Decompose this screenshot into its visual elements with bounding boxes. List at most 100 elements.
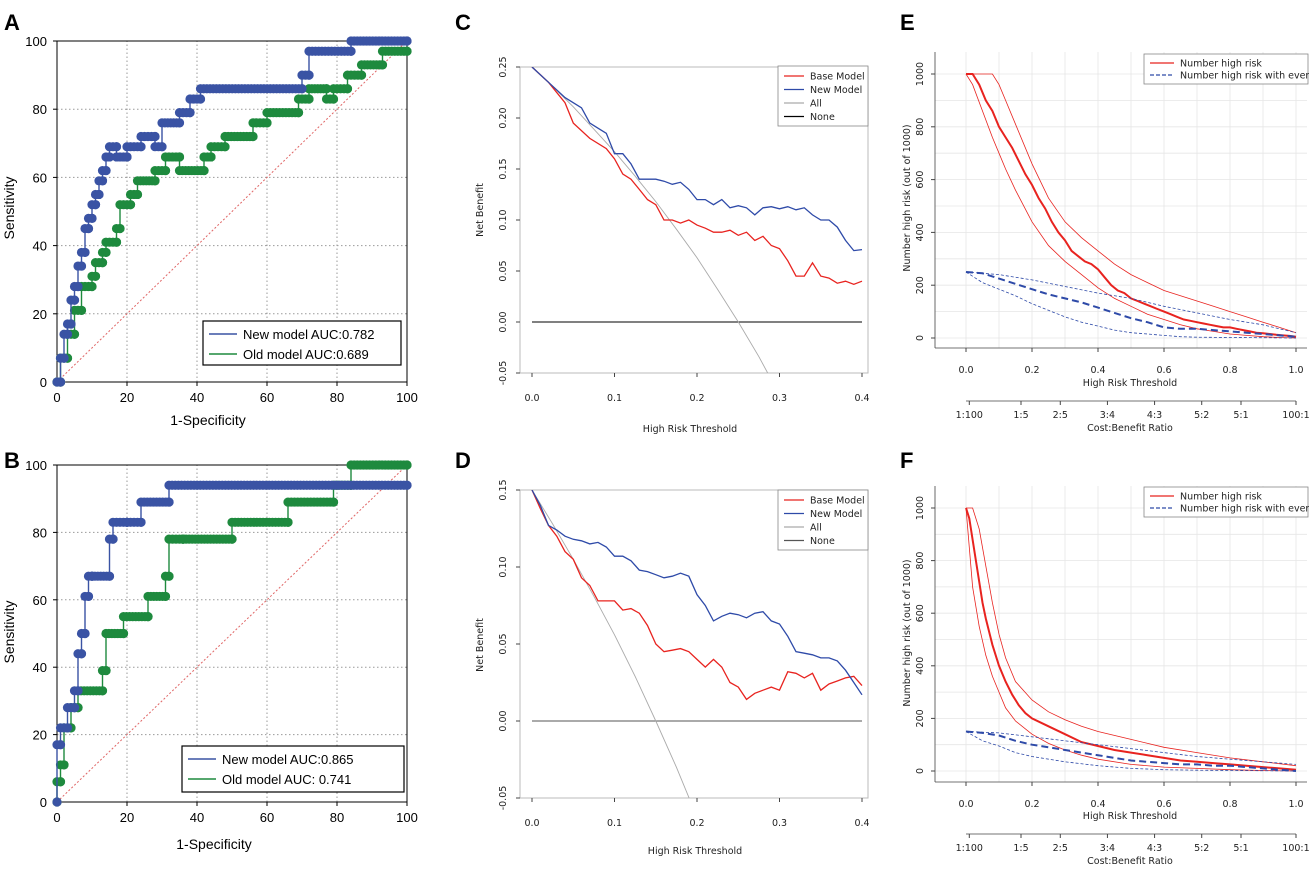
y-axis-label: Number high risk (out of 1000) bbox=[902, 124, 913, 271]
series-new-model bbox=[531, 490, 863, 696]
legend-label: Number high risk bbox=[1180, 492, 1262, 503]
x-tick-label: 0 bbox=[53, 390, 60, 405]
cb-tick-label: 1:100 bbox=[956, 410, 983, 421]
legend-label: Old model AUC: 0.741 bbox=[222, 772, 351, 787]
roc-point bbox=[83, 591, 94, 602]
x-tick-label: 1.0 bbox=[1288, 799, 1303, 810]
roc-point bbox=[87, 213, 97, 223]
y-tick-label: 0.00 bbox=[498, 710, 509, 731]
roc-point bbox=[59, 353, 69, 363]
y-tick-label: -0.05 bbox=[498, 361, 509, 386]
roc-point bbox=[66, 319, 76, 329]
roc-point bbox=[402, 36, 412, 46]
y-tick-label: 0.00 bbox=[498, 311, 509, 332]
cb-tick-label: 3:4 bbox=[1100, 410, 1115, 421]
roc-point bbox=[356, 70, 367, 80]
roc-point bbox=[185, 108, 195, 118]
roc-point bbox=[283, 517, 293, 527]
y-tick-label: 100 bbox=[25, 34, 47, 49]
cb-tick-label: 1:5 bbox=[1013, 843, 1028, 854]
panel-label: E bbox=[900, 10, 915, 35]
series-number-high-risk-with-event bbox=[965, 730, 1297, 772]
y-axis-label: Sensitivity bbox=[1, 600, 17, 663]
legend-label: Number high risk with event bbox=[1180, 71, 1309, 82]
series-number-high-risk-with-event-lower-bound bbox=[965, 731, 1297, 772]
legend-box bbox=[181, 745, 405, 793]
roc-point bbox=[90, 200, 101, 210]
y-tick-label: 0 bbox=[40, 795, 47, 810]
y-tick-label: 20 bbox=[33, 728, 47, 743]
x-tick-label: 0.4 bbox=[1090, 799, 1105, 810]
roc-point bbox=[195, 94, 206, 104]
panel-F: 0 200 400 600 800 1000 0.0 0.2 0.4 0.6 0.8 1.0 1:100… bbox=[900, 448, 1309, 867]
roc-point bbox=[73, 281, 83, 292]
roc-point bbox=[227, 534, 237, 544]
x-axis-label: 1-Specificity bbox=[176, 836, 251, 852]
roc-point bbox=[304, 94, 314, 104]
roc-point bbox=[76, 649, 87, 659]
roc-point bbox=[73, 686, 83, 696]
roc-point bbox=[342, 84, 353, 94]
roc-point bbox=[59, 760, 69, 770]
roc-point bbox=[80, 628, 90, 639]
roc-point bbox=[90, 271, 101, 281]
panel-label: B bbox=[4, 448, 20, 473]
legend-label: None bbox=[810, 536, 835, 547]
legend-label: Base Model bbox=[810, 496, 865, 507]
x-tick-label: 0.6 bbox=[1156, 365, 1171, 376]
y-axis-label: Sensitivity bbox=[1, 176, 17, 239]
roc-point bbox=[402, 46, 412, 56]
panel-A: 0 20 40 60 80 100 0 20 40 60 80 100 A 1-Specificity Se… bbox=[1, 10, 418, 428]
x-tick-label: 0.3 bbox=[772, 818, 787, 829]
x-tick-label: 60 bbox=[260, 390, 274, 405]
series-all bbox=[531, 490, 690, 798]
roc-point bbox=[62, 329, 73, 339]
roc-point bbox=[160, 165, 171, 176]
roc-point bbox=[164, 497, 174, 507]
x-tick-label: 0.1 bbox=[607, 818, 622, 829]
roc-point bbox=[80, 247, 90, 258]
legend-label: New model AUC:0.865 bbox=[222, 752, 354, 767]
x-tick-label: 1.0 bbox=[1288, 365, 1303, 376]
roc-point bbox=[136, 517, 146, 527]
roc-point bbox=[377, 60, 388, 70]
roc-point bbox=[101, 247, 111, 258]
roc-point bbox=[69, 329, 80, 339]
legend-label: Base Model bbox=[810, 72, 865, 83]
roc-point bbox=[402, 460, 412, 470]
x-tick-label: 100 bbox=[396, 810, 418, 825]
series-number-high-risk bbox=[965, 507, 1297, 771]
x-tick-label: 0.4 bbox=[854, 393, 869, 404]
y-tick-label: 0.10 bbox=[498, 209, 509, 230]
y-tick-label: 80 bbox=[33, 525, 47, 540]
cb-tick-label: 100:1 bbox=[1282, 843, 1309, 854]
roc-point bbox=[108, 534, 118, 544]
y-tick-label: -0.05 bbox=[498, 786, 509, 811]
roc-point bbox=[321, 84, 332, 94]
y-tick-label: 0.15 bbox=[498, 158, 509, 179]
x-tick-label: 20 bbox=[120, 390, 134, 405]
roc-point bbox=[160, 591, 171, 602]
series-number-high-risk-upper-bound bbox=[966, 73, 1297, 334]
x-tick-label: 0.0 bbox=[524, 818, 539, 829]
roc-point bbox=[94, 189, 104, 200]
cb-tick-label: 5:1 bbox=[1233, 410, 1248, 421]
roc-point bbox=[55, 777, 66, 787]
series-base-model bbox=[531, 67, 863, 285]
roc-point bbox=[52, 797, 62, 807]
cb-tick-label: 5:2 bbox=[1194, 843, 1209, 854]
y-tick-label: 1000 bbox=[915, 62, 926, 86]
roc-point bbox=[55, 740, 66, 750]
x-tick-label: 0.3 bbox=[772, 393, 787, 404]
roc-point bbox=[101, 665, 111, 676]
panel-C: -0.05 0.00 0.05 0.10 0.15 0.20 0.25 0.0 0.1 0.2 0.… bbox=[455, 10, 870, 435]
series-number-high-risk-lower-bound bbox=[965, 507, 1297, 772]
cb-tick-label: 2:5 bbox=[1053, 843, 1068, 854]
cb-tick-label: 5:1 bbox=[1233, 843, 1248, 854]
roc-point bbox=[118, 628, 129, 639]
series-group bbox=[531, 490, 863, 798]
x-tick-label: 0.8 bbox=[1222, 365, 1237, 376]
legend-label: All bbox=[810, 99, 822, 110]
cost-benefit-label: Cost:Benefit Ratio bbox=[1087, 423, 1173, 434]
